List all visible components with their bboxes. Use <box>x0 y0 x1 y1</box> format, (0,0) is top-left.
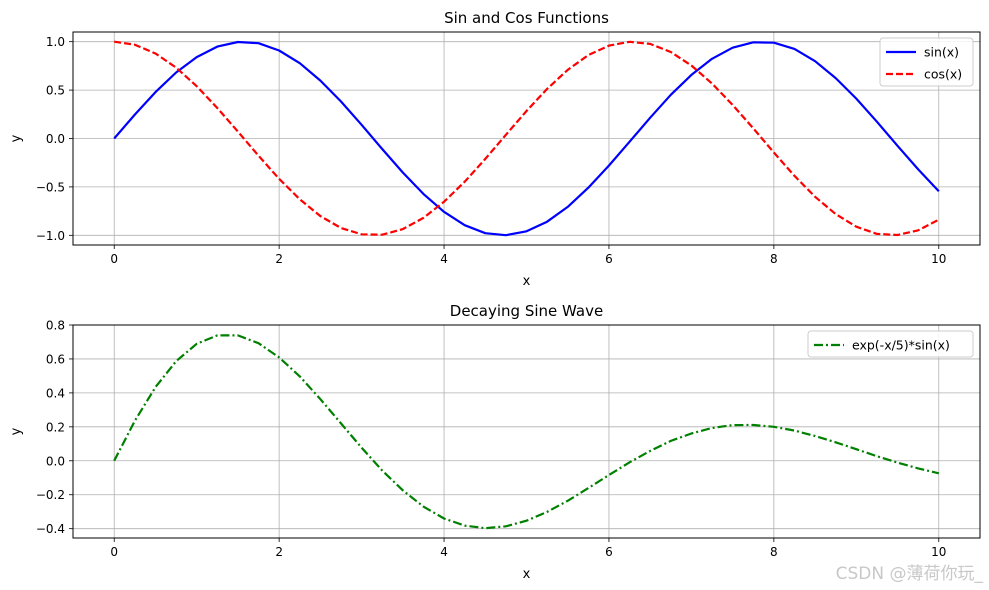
legend-box <box>807 330 974 358</box>
x-tick-label: 6 <box>605 545 613 559</box>
x-tick-label: 2 <box>275 545 283 559</box>
series-line-1 <box>113 334 940 530</box>
chart-title: Sin and Cos Functions <box>444 9 609 27</box>
x-tick-label: 10 <box>931 545 946 559</box>
tick-marks: 0 2 4 6 8 10 −0.4 −0.2 0.0 0.2 0.4 0.6 0.8 <box>36 319 947 560</box>
y-axis-label: y <box>9 427 24 435</box>
y-tick-label: 0.5 <box>46 84 65 98</box>
subplot-decaying-sine: 0 2 4 6 8 10 −0.4 −0.2 0.0 0.2 0.4 0.6 0.8 Decaying … <box>9 302 981 582</box>
series-line-2 <box>114 40 940 237</box>
series-line-1 <box>113 40 940 237</box>
subplot-sin-cos: 0 2 4 6 8 10 −1.0 −0.5 0.0 0.5 1.0 Sin and Cos Fun… <box>9 9 981 289</box>
y-tick-label: 0.8 <box>46 319 65 333</box>
series-lines <box>113 40 940 237</box>
y-tick-label: 0.2 <box>46 420 65 434</box>
x-tick-label: 4 <box>440 252 448 266</box>
legend-label: sin(x) <box>924 45 959 60</box>
y-tick-label: 1.0 <box>46 35 65 49</box>
y-axis-label: y <box>9 134 24 142</box>
watermark: CSDN @薄荷你玩_ <box>835 564 983 584</box>
y-tick-label: −0.5 <box>36 180 65 194</box>
x-tick-label: 8 <box>770 252 778 266</box>
series-lines <box>113 334 940 530</box>
y-tick-label: 0.0 <box>46 132 65 146</box>
y-tick-label: −1.0 <box>36 229 65 243</box>
x-tick-label: 10 <box>931 252 946 266</box>
y-tick-label: −0.4 <box>36 522 65 536</box>
x-axis-label: x <box>523 274 531 289</box>
x-tick-label: 0 <box>110 252 118 266</box>
axes-frame <box>72 324 981 539</box>
x-tick-label: 2 <box>275 252 283 266</box>
legend-box <box>879 37 974 87</box>
x-tick-label: 0 <box>110 545 118 559</box>
x-tick-label: 4 <box>440 545 448 559</box>
legend: exp(-x/5)*sin(x) <box>807 330 974 358</box>
y-tick-label: −0.2 <box>36 488 65 502</box>
legend-label: cos(x) <box>924 67 962 82</box>
y-tick-label: 0.6 <box>46 352 65 366</box>
legend: sin(x) cos(x) <box>879 37 974 87</box>
legend-label: exp(-x/5)*sin(x) <box>852 338 950 353</box>
y-tick-label: 0.0 <box>46 454 65 468</box>
chart-title: Decaying Sine Wave <box>450 302 603 320</box>
y-tick-label: 0.4 <box>46 386 65 400</box>
x-tick-label: 6 <box>605 252 613 266</box>
x-tick-label: 8 <box>770 545 778 559</box>
tick-marks: 0 2 4 6 8 10 −1.0 −0.5 0.0 0.5 1.0 <box>36 35 947 266</box>
x-axis-label: x <box>523 567 531 582</box>
